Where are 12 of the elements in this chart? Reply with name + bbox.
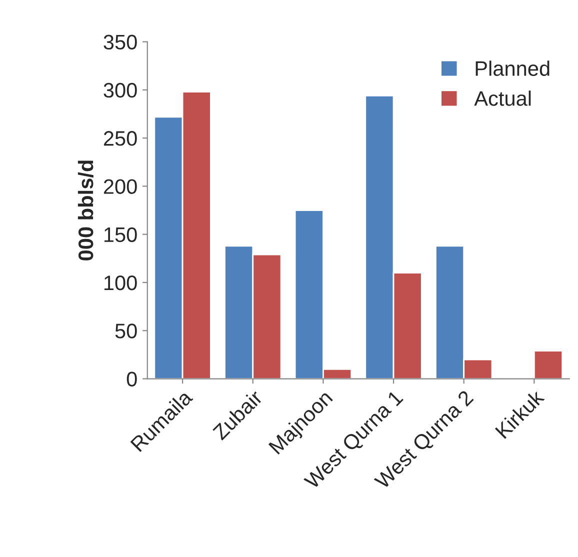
y-tick-label: 250 (104, 131, 137, 146)
y-tick-label: 50 (115, 324, 137, 338)
y-tick-label: 200 (104, 179, 137, 194)
legend-label: Planned (476, 60, 550, 76)
y-tick-label: 0 (126, 372, 137, 387)
y-tick-label: 300 (104, 82, 137, 98)
y-axis-title: 000 bbls/d (78, 160, 94, 260)
y-tick-label: 100 (104, 275, 137, 290)
y-tick-label: 350 (104, 34, 137, 50)
legend-label: Actual (474, 90, 531, 106)
bar (533, 350, 563, 379)
y-tick-label: 150 (104, 227, 137, 242)
